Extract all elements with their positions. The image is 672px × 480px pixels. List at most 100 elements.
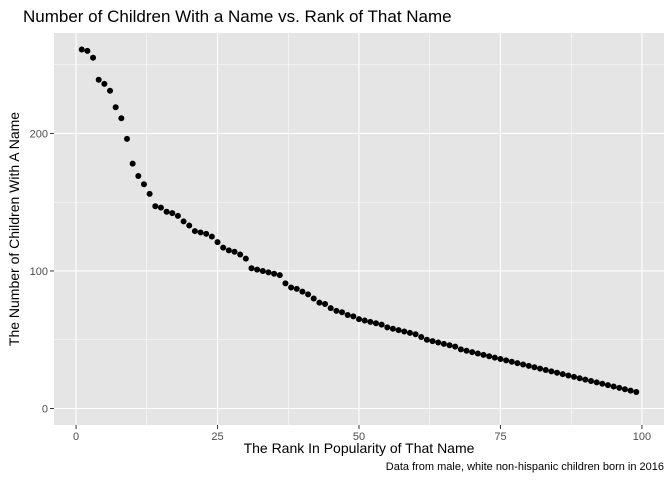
data-point xyxy=(276,272,283,279)
data-point xyxy=(593,379,600,386)
data-point xyxy=(378,321,385,328)
data-point xyxy=(412,331,419,338)
data-point xyxy=(554,369,561,376)
data-point xyxy=(174,212,181,219)
x-tick-label: 100 xyxy=(633,431,651,443)
data-point xyxy=(610,383,617,390)
data-point xyxy=(214,239,221,246)
data-point xyxy=(231,248,238,255)
x-axis: 0 25 50 75 100 xyxy=(73,425,651,443)
data-point xyxy=(248,265,255,272)
data-point xyxy=(367,318,374,325)
data-point xyxy=(344,311,351,318)
data-point xyxy=(604,382,611,389)
data-point xyxy=(333,307,340,314)
data-point xyxy=(191,228,198,235)
data-point xyxy=(90,54,97,61)
data-point xyxy=(259,267,266,274)
data-point xyxy=(327,305,334,312)
data-point xyxy=(576,375,583,382)
y-axis: 0 100 200 xyxy=(30,128,54,415)
data-point xyxy=(146,190,153,197)
data-point xyxy=(582,376,589,383)
data-point xyxy=(599,380,606,387)
data-point xyxy=(372,320,379,327)
y-tick-label: 200 xyxy=(30,128,48,140)
data-point xyxy=(186,222,193,229)
data-point xyxy=(435,339,442,346)
data-point xyxy=(621,386,628,393)
data-point xyxy=(429,338,436,345)
data-point xyxy=(78,46,85,53)
data-point xyxy=(389,325,396,332)
data-point xyxy=(446,342,453,349)
data-point xyxy=(316,299,323,306)
x-tick-label: 75 xyxy=(494,431,506,443)
data-point xyxy=(152,203,159,210)
data-point xyxy=(537,365,544,372)
data-point xyxy=(457,346,464,353)
data-point xyxy=(486,353,493,360)
data-point xyxy=(616,384,623,391)
data-point xyxy=(220,244,227,251)
data-point xyxy=(140,181,147,188)
data-point xyxy=(265,269,272,276)
data-point xyxy=(418,333,425,340)
data-point xyxy=(440,340,447,347)
data-point xyxy=(401,328,408,335)
data-point xyxy=(95,76,102,83)
y-axis-title: The Number of Children With A Name xyxy=(6,112,22,346)
x-axis-title: The Rank In Popularity of That Name xyxy=(244,440,475,456)
data-point xyxy=(163,208,170,215)
data-point xyxy=(491,354,498,361)
data-point xyxy=(531,364,538,371)
data-point xyxy=(406,329,413,336)
data-point xyxy=(107,87,114,94)
data-point xyxy=(129,160,136,167)
data-point xyxy=(157,204,164,211)
y-tick-label: 100 xyxy=(30,266,48,278)
data-point xyxy=(395,327,402,334)
data-point xyxy=(474,350,481,357)
data-point xyxy=(180,218,187,225)
data-point xyxy=(282,280,289,287)
data-point xyxy=(310,295,317,302)
data-point xyxy=(203,230,210,237)
data-point xyxy=(242,255,249,262)
data-point xyxy=(101,80,108,87)
data-point xyxy=(514,360,521,367)
data-point xyxy=(350,313,357,320)
x-tick-label: 50 xyxy=(353,431,365,443)
data-point xyxy=(384,324,391,331)
data-point xyxy=(288,284,295,291)
data-point xyxy=(169,210,176,217)
data-point xyxy=(356,316,362,323)
data-point xyxy=(463,347,470,354)
data-point xyxy=(469,349,476,356)
data-point xyxy=(118,115,125,122)
data-point xyxy=(208,233,215,240)
data-point xyxy=(84,47,91,54)
chart-title: Number of Children With a Name vs. Rank … xyxy=(23,7,452,26)
data-point xyxy=(520,361,527,368)
data-point xyxy=(571,373,578,380)
data-point xyxy=(225,247,232,254)
data-point xyxy=(254,266,261,273)
data-point xyxy=(423,336,430,343)
data-point xyxy=(305,291,312,298)
data-point xyxy=(237,251,244,258)
data-point xyxy=(565,372,572,379)
x-tick-label: 25 xyxy=(211,431,223,443)
data-point xyxy=(559,371,566,378)
data-point xyxy=(548,368,555,375)
data-point xyxy=(271,270,278,277)
data-point xyxy=(480,351,487,358)
data-point xyxy=(633,388,640,395)
data-point xyxy=(627,387,634,394)
data-point xyxy=(123,135,130,142)
data-point xyxy=(135,173,142,180)
data-point xyxy=(508,358,515,365)
data-point xyxy=(339,309,346,316)
data-point xyxy=(542,366,549,373)
